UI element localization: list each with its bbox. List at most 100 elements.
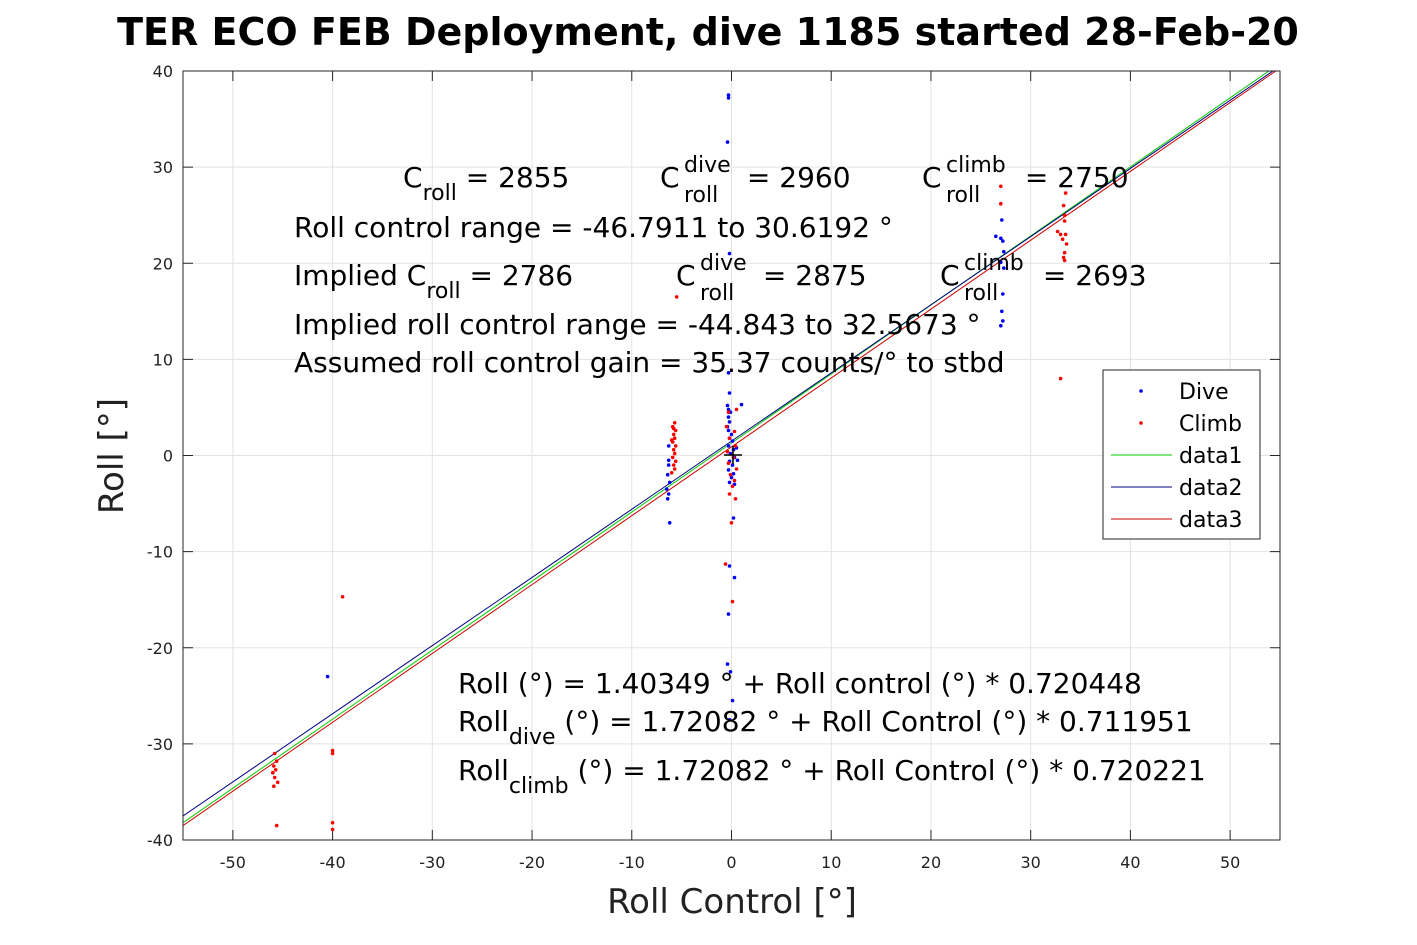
point-climb	[273, 768, 278, 772]
point-dive	[729, 432, 734, 437]
x-tick-label: -30	[419, 853, 445, 872]
point-climb	[724, 424, 729, 429]
point-dive	[729, 475, 734, 480]
point-climb	[725, 449, 730, 454]
point-dive	[725, 140, 730, 144]
annotation-fit-climb: Rollclimb (°) = 1.72082 ° + Roll Control…	[458, 754, 1206, 799]
point-dive	[731, 516, 736, 520]
point-dive	[666, 463, 671, 467]
point-dive	[732, 575, 737, 580]
point-climb	[669, 471, 674, 475]
point-dive	[1002, 266, 1006, 270]
point-climb	[726, 410, 731, 415]
point-dive	[667, 521, 672, 525]
y-tick-label: 10	[153, 350, 173, 369]
point-dive	[994, 234, 998, 239]
x-tick-label: 0	[726, 853, 736, 872]
point-climb	[1064, 242, 1069, 246]
point-climb	[272, 775, 277, 780]
legend-label-dive: Dive	[1179, 380, 1229, 405]
annotation-croll: Croll = 2855	[403, 161, 569, 206]
point-dive	[725, 403, 730, 408]
point-climb	[734, 467, 739, 471]
point-climb	[274, 759, 279, 763]
point-climb	[999, 201, 1003, 206]
point-climb	[671, 447, 676, 452]
point-dive	[726, 371, 731, 375]
point-dive	[726, 468, 731, 472]
point-climb	[727, 436, 732, 441]
y-tick-label: -10	[147, 543, 173, 562]
point-climb	[1062, 213, 1067, 217]
y-tick-label: -20	[147, 639, 173, 658]
point-dive	[999, 260, 1003, 265]
x-tick-label: 20	[921, 853, 941, 872]
point-climb	[669, 438, 674, 442]
point-climb	[674, 295, 679, 299]
point-climb	[672, 421, 677, 425]
point-climb	[274, 823, 279, 828]
point-dive	[727, 420, 732, 424]
series-line-data3	[183, 71, 1277, 827]
point-climb	[672, 451, 677, 456]
point-climb	[340, 595, 345, 599]
point-dive	[731, 472, 736, 476]
point-climb	[1058, 232, 1063, 237]
point-climb	[672, 436, 677, 441]
point-climb	[330, 820, 335, 825]
point-climb	[671, 426, 676, 431]
annotation-fit-all: Roll (°) = 1.40349 ° + Roll control (°) …	[458, 667, 1142, 700]
point-dive	[1001, 292, 1005, 296]
point-dive	[1001, 239, 1005, 243]
annotation-control-range: Roll control range = -46.7911 to 30.6192…	[294, 211, 893, 244]
point-dive	[730, 439, 735, 443]
y-tick-label: -30	[147, 735, 173, 754]
x-tick-label: -40	[320, 853, 346, 872]
point-climb	[723, 562, 728, 566]
point-climb	[272, 751, 277, 756]
point-climb	[1055, 229, 1060, 234]
point-climb	[729, 521, 734, 525]
point-climb	[671, 432, 676, 437]
point-dive	[730, 698, 735, 703]
point-climb	[330, 751, 335, 756]
y-axis-ticks: -40 -30 -20 -10 0 10 20 30 40	[147, 62, 1280, 850]
x-tick-label: -20	[519, 853, 545, 872]
point-dive	[1001, 319, 1005, 323]
point-climb	[272, 764, 276, 768]
point-dive	[726, 444, 731, 448]
point-dive	[726, 407, 731, 412]
point-dive	[325, 674, 330, 679]
point-dive	[666, 492, 671, 496]
point-climb	[272, 784, 276, 788]
legend: Dive Climb data1 data2 data3	[1102, 369, 1261, 540]
y-tick-label: 30	[153, 158, 173, 177]
point-dive	[728, 670, 733, 674]
x-tick-label: -10	[619, 853, 645, 872]
point-dive	[727, 480, 732, 485]
point-climb	[733, 497, 738, 501]
point-dive	[667, 480, 672, 485]
point-climb	[271, 770, 275, 775]
point-climb	[726, 461, 731, 466]
point-dive	[726, 428, 731, 433]
point-climb	[1062, 258, 1067, 263]
point-dive	[727, 564, 732, 568]
point-climb	[732, 429, 737, 434]
annotation-implied-range: Implied roll control range = -44.843 to …	[294, 308, 981, 341]
point-dive	[1002, 249, 1006, 254]
x-tick-label: -50	[220, 853, 246, 872]
x-tick-label: 40	[1120, 853, 1140, 872]
point-climb	[672, 467, 677, 471]
legend-marker-dive	[1139, 389, 1143, 393]
point-dive	[726, 93, 731, 97]
point-dive	[726, 415, 731, 419]
point-climb	[730, 484, 735, 489]
x-tick-label: 50	[1220, 853, 1240, 872]
point-climb	[1062, 219, 1067, 223]
legend-label-data1: data1	[1179, 444, 1243, 469]
